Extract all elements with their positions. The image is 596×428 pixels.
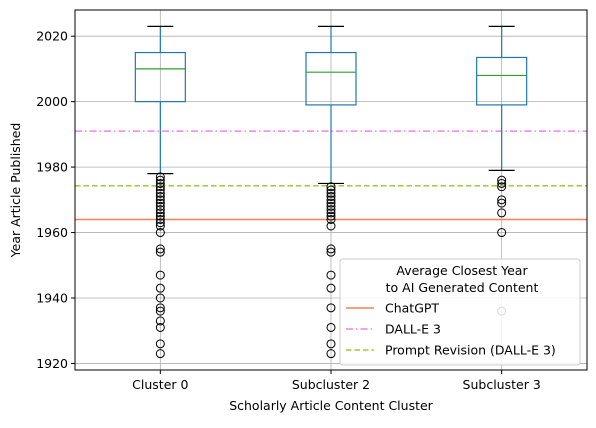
- y-tick-label: 1940: [36, 291, 68, 306]
- outlier-point: [155, 293, 165, 303]
- outlier-point: [497, 195, 507, 205]
- outlier-point: [155, 247, 165, 257]
- outlier-point: [326, 208, 336, 218]
- iqr-box: [134, 51, 186, 103]
- axis-ticks: 1920 1940 1960 1980 2000 2020 Cluster 0 Subclus…: [36, 29, 541, 392]
- outlier-point: [155, 178, 165, 188]
- outlier-point: [326, 214, 336, 224]
- outlier-point: [155, 221, 165, 231]
- x-tick-label: Subcluster 3: [463, 377, 541, 392]
- outlier-point: [326, 349, 336, 359]
- outlier-point: [326, 192, 336, 202]
- outlier-point: [155, 208, 165, 218]
- outlier-point: [155, 195, 165, 205]
- outlier-point: [326, 185, 336, 195]
- outlier-point: [155, 339, 165, 349]
- outlier-point: [155, 182, 165, 192]
- x-axis-label: Scholarly Article Content Cluster: [229, 398, 433, 413]
- outlier-point: [326, 270, 336, 280]
- outlier-point: [326, 244, 336, 254]
- outlier-point: [155, 198, 165, 208]
- y-tick-label: 2000: [36, 94, 68, 109]
- outlier-point: [155, 303, 165, 313]
- y-tick-label: 1960: [36, 225, 68, 240]
- outlier-point: [497, 228, 507, 238]
- outlier-point: [155, 228, 165, 238]
- outlier-point: [155, 192, 165, 202]
- outlier-point: [155, 188, 165, 198]
- y-tick-label: 1980: [36, 160, 68, 175]
- outlier-point: [155, 316, 165, 326]
- legend-entry-label: DALL-E 3: [385, 322, 441, 337]
- legend-title-line2: to AI Generated Content: [386, 280, 539, 295]
- outlier-point: [155, 270, 165, 280]
- x-tick-label: Cluster 0: [132, 377, 188, 392]
- outlier-point: [155, 205, 165, 215]
- outlier-point: [326, 201, 336, 211]
- legend-box: [339, 258, 581, 366]
- outlier-point: [155, 172, 165, 182]
- box-group: [134, 25, 186, 359]
- outlier-point: [155, 244, 165, 254]
- outlier-point: [155, 218, 165, 228]
- outlier-point: [155, 175, 165, 185]
- outlier-point: [155, 306, 165, 316]
- outlier-point: [326, 198, 336, 208]
- outlier-point: [497, 198, 507, 208]
- iqr-box: [305, 51, 357, 106]
- outlier-point: [326, 182, 336, 192]
- outlier-point: [326, 339, 336, 349]
- y-tick-label: 2020: [36, 29, 68, 44]
- box-group: [305, 25, 357, 359]
- outlier-point: [326, 211, 336, 221]
- outlier-point: [155, 214, 165, 224]
- outlier-point: [326, 322, 336, 332]
- legend-entry-label: ChatGPT: [385, 301, 439, 316]
- outlier-point: [326, 205, 336, 215]
- legend: Average Closest Year to AI Generated Con…: [339, 258, 581, 366]
- outlier-point: [326, 283, 336, 293]
- legend-entry-label: Prompt Revision (DALL-E 3): [385, 343, 556, 358]
- outlier-point: [326, 221, 336, 231]
- outlier-point: [326, 195, 336, 205]
- outlier-point: [155, 349, 165, 359]
- outlier-point: [497, 208, 507, 218]
- outlier-point: [326, 247, 336, 257]
- y-tick-label: 1920: [36, 356, 68, 371]
- outlier-point: [155, 283, 165, 293]
- outlier-point: [326, 303, 336, 313]
- legend-title-line1: Average Closest Year: [396, 263, 528, 278]
- outlier-point: [155, 211, 165, 221]
- outlier-point: [155, 201, 165, 211]
- outlier-point: [497, 178, 507, 188]
- outlier-point: [497, 182, 507, 192]
- iqr-box: [476, 56, 528, 106]
- x-tick-label: Subcluster 2: [292, 377, 370, 392]
- legend-entries: ChatGPT DALL-E 3 Prompt Revision (DALL-E 3…: [346, 301, 556, 358]
- outlier-point: [497, 175, 507, 185]
- boxes: [134, 25, 528, 359]
- box-group: [476, 25, 528, 316]
- outlier-point: [155, 322, 165, 332]
- outlier-point: [326, 188, 336, 198]
- y-axis-label: Year Article Published: [8, 123, 23, 259]
- outlier-point: [155, 185, 165, 195]
